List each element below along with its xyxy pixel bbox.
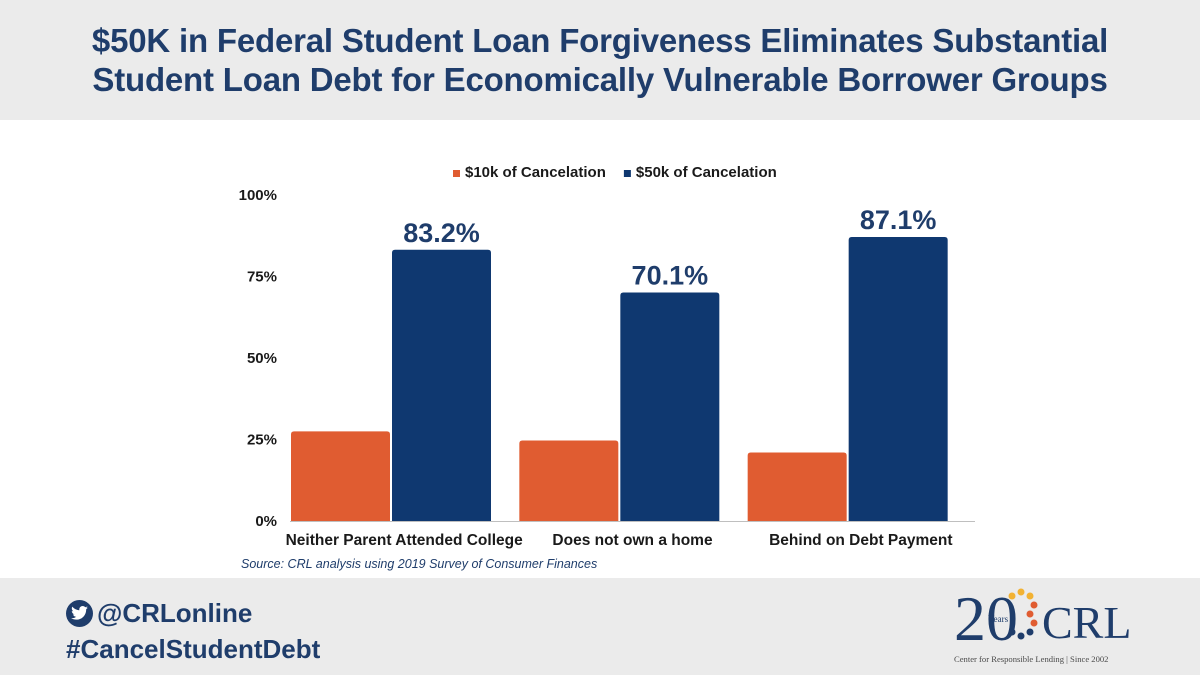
logo-tagline: Center for Responsible Lending | Since 2…	[954, 654, 1108, 664]
bar-chart: $10k of Cancelation $50k of Cancelation 0%…	[239, 164, 975, 571]
y-tick-label: 50%	[247, 350, 277, 367]
x-category-label: Behind on Debt Payment	[769, 532, 952, 549]
bar	[291, 431, 390, 521]
hashtag-text[interactable]: #CancelStudentDebt	[66, 634, 321, 664]
y-tick-label: 75%	[247, 269, 277, 286]
data-label: 83.2%	[403, 218, 480, 248]
logo-number: 20	[954, 586, 1018, 654]
legend-label: $10k of Cancelation	[465, 164, 606, 181]
bar	[848, 237, 948, 521]
page-title: $50K in Federal Student Loan Forgiveness…	[92, 21, 1108, 99]
twitter-handle: @CRLonline	[97, 597, 253, 628]
bar	[392, 249, 491, 521]
bar	[519, 440, 619, 521]
logo-years: Years	[988, 614, 1009, 624]
legend-label: $50k of Cancelation	[636, 164, 777, 181]
y-tick-label: 0%	[255, 513, 277, 530]
social-block: @CRLonline #CancelStudentDebt	[66, 597, 320, 665]
legend-swatch	[453, 170, 460, 177]
y-tick-label: 100%	[239, 187, 277, 204]
x-category-label: Neither Parent Attended College	[286, 532, 524, 549]
twitter-row[interactable]: @CRLonline	[66, 597, 320, 629]
x-category-label: Does not own a home	[552, 532, 713, 549]
bar	[620, 292, 720, 521]
twitter-icon	[66, 599, 93, 627]
logo-dots	[1008, 588, 1038, 640]
legend-swatch	[623, 170, 631, 177]
y-tick-label: 25%	[247, 432, 277, 449]
bar	[747, 452, 847, 521]
title-line-1: $50K in Federal Student Loan Forgiveness…	[91, 22, 1109, 59]
crl-logo: 20 Years CRL Center for Responsible Lend…	[954, 586, 1131, 664]
data-label: 87.1%	[860, 205, 937, 235]
title-line-2: Student Loan Debt for Economically Vulne…	[92, 61, 1108, 98]
data-label: 70.1%	[632, 260, 709, 290]
logo-brand: CRL	[1042, 597, 1131, 648]
footer-band: @CRLonline #CancelStudentDebt 20 Years C…	[0, 578, 1200, 675]
title-banner: $50K in Federal Student Loan Forgiveness…	[0, 0, 1200, 120]
source-note: Source: CRL analysis using 2019 Survey o…	[241, 557, 597, 571]
